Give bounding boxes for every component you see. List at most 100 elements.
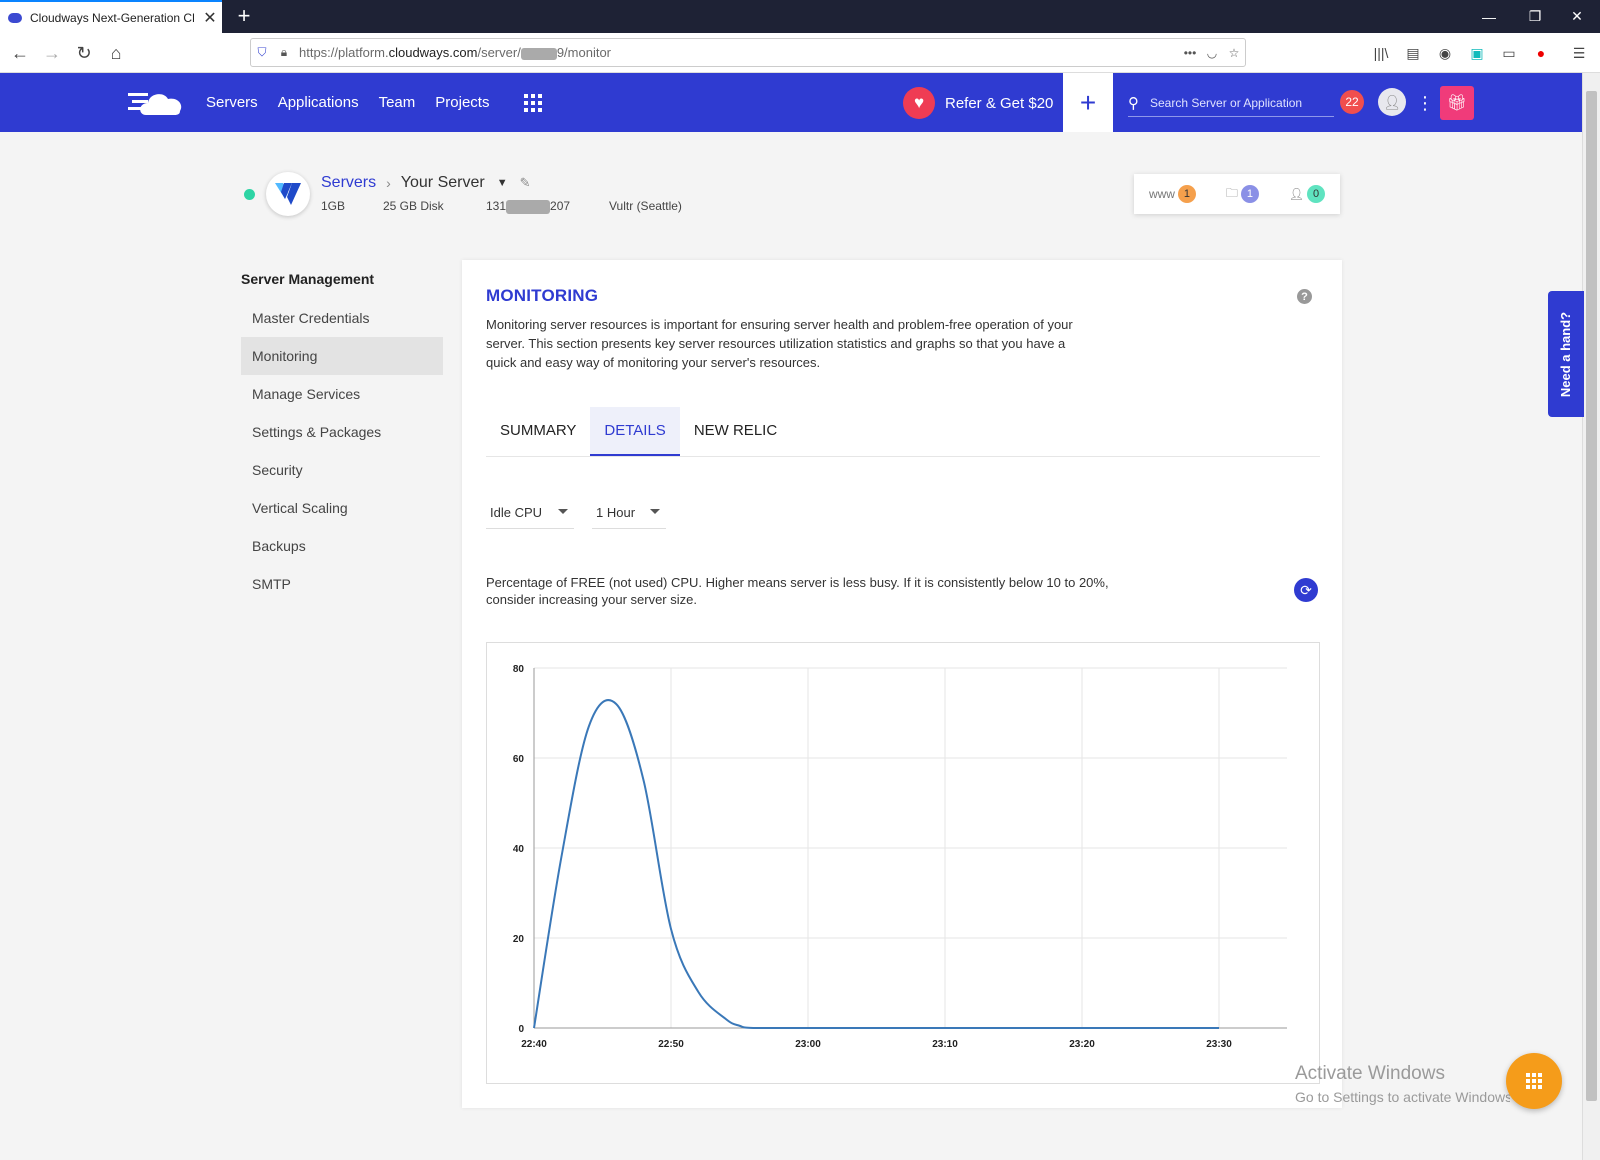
chart-series-line: [533, 699, 1219, 1029]
app-header: Servers Applications Team Projects ♥ Ref…: [0, 73, 1582, 132]
page-scrollbar[interactable]: [1582, 73, 1600, 1160]
edit-pencil-icon[interactable]: ✎: [519, 175, 531, 190]
help-icon[interactable]: ?: [1297, 289, 1312, 304]
avatar[interactable]: 👤︎: [1378, 88, 1406, 116]
reader-view-icon[interactable]: ▤: [1406, 44, 1420, 61]
sidebar-item-manage-services[interactable]: Manage Services: [252, 386, 361, 402]
url-text[interactable]: https://platform.cloudways.com/server/9/…: [299, 45, 612, 60]
kebab-menu-icon[interactable]: ⋮: [1416, 93, 1434, 113]
menu-hamburger-icon[interactable]: ☰: [1572, 44, 1586, 61]
opera-extension-icon[interactable]: ●: [1536, 45, 1546, 61]
cloudways-favicon-icon: [8, 12, 22, 23]
sidebar-menu: Master Credentials Monitoring Manage Ser…: [241, 299, 443, 603]
lock-icon[interactable]: 🔒︎: [280, 45, 288, 59]
library-icon[interactable]: |||\: [1373, 45, 1389, 61]
back-arrow-icon[interactable]: ←: [11, 42, 29, 63]
sidebar-item-backups[interactable]: Backups: [252, 538, 306, 554]
nav-team[interactable]: Team: [378, 94, 416, 111]
server-name: Your Server: [400, 174, 485, 191]
new-tab-button[interactable]: +: [237, 3, 251, 28]
window-restore-button[interactable]: ❐: [1528, 8, 1542, 24]
folder-extension-icon[interactable]: ▭: [1502, 44, 1516, 61]
more-actions-icon[interactable]: •••: [1183, 45, 1197, 60]
activate-windows-title: Activate Windows: [1295, 1063, 1445, 1084]
add-button[interactable]: +: [1063, 73, 1113, 132]
server-counters: www 1 🗀︎ 1 👤︎ 0: [1134, 174, 1340, 214]
tab-close-icon[interactable]: ✕: [203, 9, 217, 27]
vultr-logo-icon: [266, 172, 310, 216]
tab-new-relic[interactable]: NEW RELIC: [693, 422, 778, 439]
account-icon[interactable]: ◉: [1438, 44, 1452, 61]
chart-svg: 0 20 40 60 80 22:40 22:50 23:00 23:10 23:20 23:30: [513, 664, 1287, 1050]
folders-counter[interactable]: 🗀︎ 1: [1226, 184, 1259, 205]
chart-y-tick-label: 80: [513, 664, 525, 675]
chart-x-tick-label: 23:30: [1206, 1039, 1232, 1050]
browser-nav-bar: ← → ↻ ⌂ ⛉ 🔒︎ https://platform.cloudways.…: [0, 33, 1600, 73]
sidebar-item-vertical-scaling[interactable]: Vertical Scaling: [252, 500, 348, 516]
chart-x-tick-label: 22:40: [521, 1039, 547, 1050]
tab-details[interactable]: DETAILS: [590, 407, 680, 456]
browser-tab-bar: Cloudways Next-Generation Cl ✕ + — ❐ ✕: [0, 0, 1600, 33]
chart-x-tick-label: 23:20: [1069, 1039, 1095, 1050]
notifications-badge[interactable]: 22: [1340, 90, 1364, 114]
folder-icon: 🗀︎: [1225, 185, 1238, 200]
server-switcher-caret-icon[interactable]: ▼: [496, 177, 508, 189]
chart-x-tick-label: 23:10: [932, 1039, 958, 1050]
sidebar-item-monitoring[interactable]: Monitoring: [241, 337, 443, 375]
support-fab-button[interactable]: [1506, 1053, 1562, 1109]
nav-servers[interactable]: Servers: [206, 94, 258, 111]
sidebar-item-security[interactable]: Security: [252, 462, 303, 478]
idle-cpu-chart: 0 20 40 60 80 22:40 22:50 23:00 23:10 23:20 23:30: [486, 642, 1320, 1084]
sidebar-item-smtp[interactable]: SMTP: [252, 576, 291, 592]
need-a-hand-label: Need a hand?: [1558, 311, 1574, 397]
time-range-value: 1 Hour: [596, 505, 636, 520]
server-ip: 131 207: [486, 199, 571, 214]
bookmark-star-icon[interactable]: ☆: [1228, 45, 1240, 60]
save-extension-icon[interactable]: ▣: [1470, 44, 1484, 61]
shield-icon[interactable]: ⛉: [257, 45, 267, 59]
search-icon: ⚲: [1128, 94, 1139, 112]
user-count-badge: 0: [1307, 185, 1326, 203]
need-a-hand-button[interactable]: Need a hand?: [1548, 291, 1584, 417]
activate-windows-watermark: Activate Windows Go to Settings to activ…: [1295, 1063, 1510, 1105]
time-range-select[interactable]: 1 Hour: [592, 497, 666, 529]
tab-summary[interactable]: SUMMARY: [500, 422, 577, 439]
metric-select[interactable]: Idle CPU: [486, 497, 574, 529]
chart-x-tick-label: 22:50: [658, 1039, 684, 1050]
address-bar[interactable]: ⛉ 🔒︎ https://platform.cloudways.com/serv…: [250, 38, 1246, 67]
window-minimize-button[interactable]: —: [1482, 8, 1496, 25]
folder-count-badge: 1: [1240, 185, 1259, 203]
user-icon: 👤︎: [1288, 187, 1305, 201]
search-input[interactable]: [1150, 95, 1330, 110]
nav-projects[interactable]: Projects: [435, 94, 490, 111]
home-icon[interactable]: ⌂: [110, 42, 122, 63]
page-title: MONITORING: [486, 286, 599, 305]
chevron-right-icon: ›: [386, 175, 391, 191]
nav-applications[interactable]: Applications: [277, 94, 359, 111]
server-ram: 1GB: [321, 199, 346, 213]
cloudways-logo-icon[interactable]: [128, 85, 188, 119]
sidebar-item-master-credentials[interactable]: Master Credentials: [252, 310, 370, 326]
scrollbar-thumb[interactable]: [1586, 91, 1597, 1101]
sidebar-title: Server Management: [241, 271, 375, 287]
server-location: Vultr (Seattle): [609, 199, 682, 213]
sidebar-item-settings-packages[interactable]: Settings & Packages: [252, 424, 382, 440]
users-counter[interactable]: 👤︎ 0: [1288, 185, 1326, 203]
breadcrumb: Servers › Your Server ▼ ✎: [321, 174, 531, 192]
refresh-icon[interactable]: ⟳: [1294, 578, 1318, 602]
www-icon: www: [1148, 187, 1175, 201]
pocket-icon[interactable]: ◡: [1206, 45, 1218, 60]
monitoring-description: Monitoring server resources is important…: [486, 317, 1073, 370]
forward-arrow-icon[interactable]: →: [43, 42, 61, 63]
metric-select-value: Idle CPU: [490, 505, 543, 520]
breadcrumb-servers-link[interactable]: Servers: [321, 174, 377, 191]
apps-grid-icon[interactable]: [524, 94, 542, 112]
window-close-button[interactable]: ✕: [1571, 8, 1583, 24]
apps-counter[interactable]: www 1: [1149, 185, 1196, 203]
monitoring-tabs: SUMMARY DETAILS NEW RELIC: [486, 407, 1320, 457]
reload-icon[interactable]: ↻: [76, 42, 92, 63]
refer-button[interactable]: ♥ Refer & Get $20: [903, 86, 1053, 120]
browser-tab[interactable]: Cloudways Next-Generation Cl ✕: [0, 0, 222, 33]
monitoring-card: MONITORING ? Monitoring server resources…: [462, 260, 1342, 1108]
gift-icon[interactable]: 🎁︎: [1440, 86, 1474, 120]
